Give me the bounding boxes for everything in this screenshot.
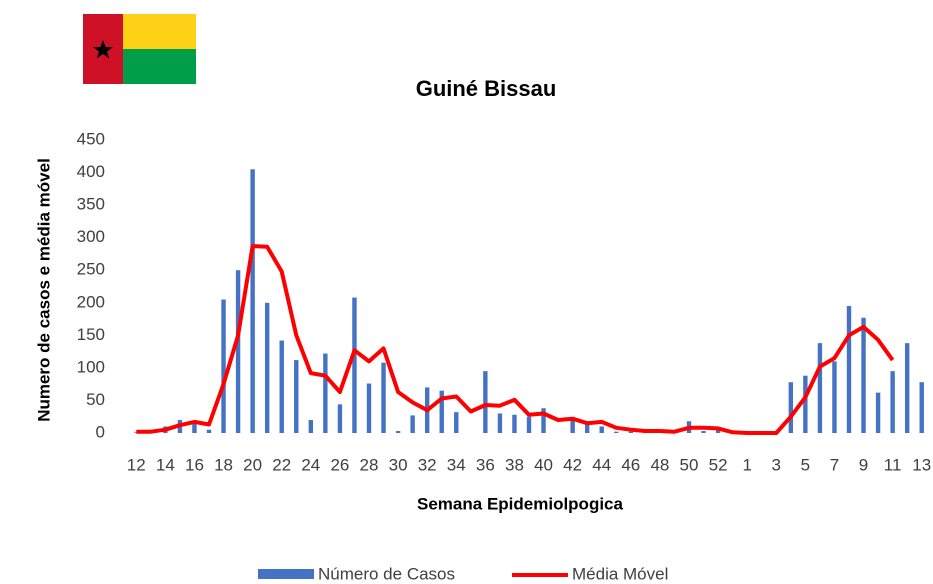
bar — [817, 343, 823, 433]
bar — [192, 423, 197, 433]
bar — [715, 429, 721, 433]
x-tick-label: 48 — [650, 455, 669, 474]
bar — [206, 429, 212, 433]
bar — [846, 306, 852, 433]
bar — [541, 408, 546, 433]
bar — [134, 432, 139, 433]
bar — [803, 375, 808, 433]
bar — [410, 415, 415, 433]
bar — [570, 419, 575, 433]
line — [136, 244, 895, 435]
x-tick-label: 9 — [859, 455, 868, 474]
y-tick-label: 300 — [77, 227, 105, 246]
bar — [628, 431, 634, 433]
bar — [526, 416, 532, 433]
bar — [832, 361, 837, 433]
bar — [904, 343, 910, 433]
bar — [279, 340, 284, 433]
x-tick-label: 20 — [243, 455, 262, 474]
bar — [788, 382, 794, 433]
bar — [454, 412, 459, 433]
x-axis-label: Semana Epidemiolpogica — [417, 494, 623, 513]
y-axis-label: Numero de casos e média móvel — [34, 158, 53, 422]
x-tick-label: 46 — [621, 455, 640, 474]
bar — [395, 431, 401, 433]
y-tick-label: 100 — [77, 357, 105, 376]
x-tick-label: 24 — [301, 455, 320, 474]
x-tick-label: 7 — [830, 455, 839, 474]
bar — [584, 423, 590, 433]
bar — [701, 431, 706, 433]
flag — [83, 14, 196, 84]
x-tick-label: 1 — [742, 455, 751, 474]
bar — [512, 414, 517, 433]
x-tick-label: 40 — [534, 455, 553, 474]
legend-label: Média Móvel — [572, 564, 668, 583]
bar — [919, 382, 924, 433]
x-tick-label: 18 — [214, 455, 233, 474]
bar — [337, 404, 343, 433]
bar — [250, 169, 255, 434]
y-tick-label: 250 — [77, 260, 105, 279]
y-tick-label: 450 — [77, 129, 105, 148]
x-tick-label: 38 — [505, 455, 524, 474]
y-tick-label: 350 — [77, 195, 105, 214]
x-tick-label: 14 — [156, 455, 175, 474]
x-tick-label: 44 — [592, 455, 611, 474]
bar — [614, 431, 619, 433]
x-tick-label: 28 — [360, 455, 379, 474]
legend-swatch — [258, 569, 314, 579]
x-tick-label: 5 — [801, 455, 810, 474]
bar — [308, 419, 314, 433]
bar — [890, 371, 895, 433]
x-tick-label: 42 — [563, 455, 582, 474]
bar — [861, 317, 866, 433]
bar — [483, 371, 488, 433]
bar — [352, 297, 357, 433]
x-tick-label: 50 — [680, 455, 699, 474]
x-tick-label: 26 — [330, 455, 349, 474]
bar — [264, 302, 270, 433]
y-tick-label: 50 — [86, 390, 105, 409]
bar — [221, 299, 226, 433]
y-tick-label: 400 — [77, 162, 105, 181]
bar — [439, 390, 444, 433]
x-tick-label: 30 — [389, 455, 408, 474]
bar — [497, 413, 503, 433]
x-tick-label: 11 — [884, 455, 902, 474]
x-tick-label: 13 — [912, 455, 931, 474]
y-tick-label: 0 — [96, 422, 105, 441]
x-tick-label: 3 — [772, 455, 781, 474]
legend-label: Número de Casos — [318, 564, 455, 583]
y-tick-label: 200 — [77, 292, 105, 311]
x-tick-label: 36 — [476, 455, 495, 474]
x-tick-label: 22 — [272, 455, 291, 474]
bar — [294, 360, 299, 433]
x-tick-label: 12 — [127, 455, 146, 474]
x-tick-label: 16 — [185, 455, 204, 474]
y-tick-label: 150 — [77, 325, 105, 344]
x-tick-label: 34 — [447, 455, 466, 474]
bar — [875, 392, 881, 433]
x-tick-label: 32 — [418, 455, 437, 474]
chart-title: Guiné Bissau — [416, 76, 557, 101]
bar — [323, 353, 328, 433]
x-tick-label: 52 — [709, 455, 728, 474]
bar — [599, 426, 604, 433]
bar — [381, 362, 386, 433]
bar — [366, 383, 372, 433]
bar — [235, 270, 241, 433]
